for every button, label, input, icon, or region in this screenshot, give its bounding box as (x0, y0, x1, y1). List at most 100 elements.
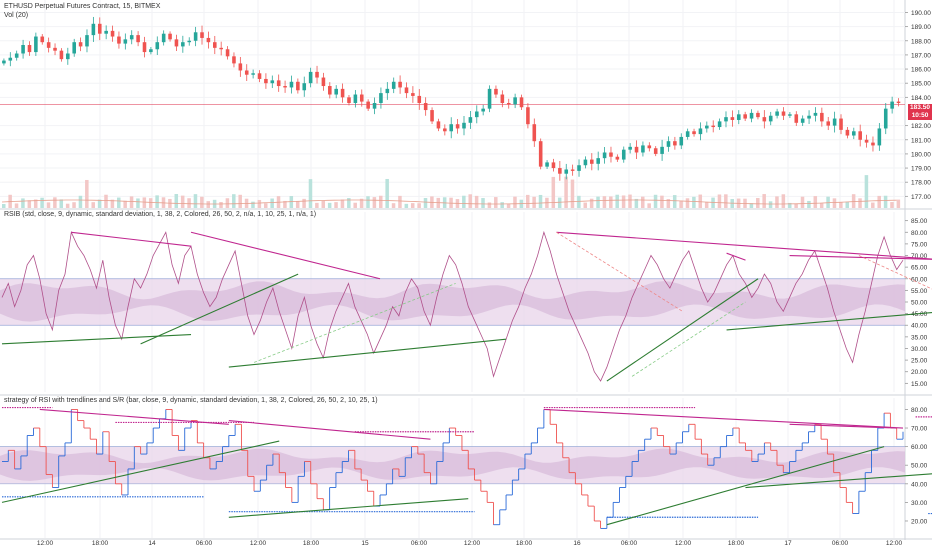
candle-body (883, 108, 888, 129)
candle-body (858, 131, 862, 140)
price-axis-label: 182.00 (911, 123, 931, 130)
rsi-axis-label: 85.00 (911, 218, 928, 225)
rsi-projection-line (631, 301, 746, 377)
candle-body (213, 42, 217, 48)
volume-bar (692, 196, 696, 208)
volume-bar (660, 195, 664, 208)
candle-body (423, 103, 428, 111)
candle-body (264, 78, 268, 84)
candle-body (193, 32, 198, 41)
rsi-resistance-trendline (789, 254, 932, 260)
volume-bar (609, 196, 613, 208)
volume-bar (890, 202, 894, 208)
volume-bar (711, 197, 715, 208)
volume-bar (864, 175, 869, 208)
volume-bar (724, 194, 728, 208)
volume-bar (551, 176, 556, 208)
candle-body (436, 121, 441, 129)
strategy-support-trendline (1, 440, 280, 503)
candle-body (877, 128, 882, 146)
candle-body (66, 53, 70, 60)
candle-body (270, 80, 275, 84)
candle-body (800, 118, 805, 123)
candle-body (59, 50, 64, 60)
candle-body (46, 42, 51, 48)
candle-body (34, 36, 38, 53)
candle-body (583, 159, 588, 166)
volume-bar (366, 196, 370, 208)
candle-body (14, 53, 19, 58)
candle-body (628, 146, 632, 150)
candle-body (736, 114, 741, 120)
candle-body (730, 117, 735, 120)
price-axis-label: 186.00 (911, 67, 931, 74)
candle-body (155, 42, 160, 50)
candle-body (724, 117, 728, 122)
volume-bar (666, 199, 671, 208)
volume-bar (123, 200, 127, 208)
volume-bar (187, 198, 191, 208)
candle-body (864, 139, 869, 143)
volume-bar (647, 203, 651, 208)
candle-body (896, 101, 901, 103)
candle-body (161, 33, 166, 43)
volume-bar (487, 202, 492, 208)
candle-body (251, 73, 255, 75)
candle-body (334, 88, 338, 95)
rsi-axis-label: 65.00 (911, 265, 928, 272)
volume-bar (270, 198, 274, 208)
candle-body (653, 148, 658, 154)
volume-bar (104, 194, 108, 208)
time-axis-label: 15 (361, 540, 369, 547)
volume-bar (129, 196, 134, 208)
time-axis-label: 12:00 (886, 540, 903, 547)
candle-body (641, 145, 645, 153)
volume-bar (232, 194, 236, 208)
volume-bar (155, 195, 159, 208)
candle-body (398, 81, 402, 88)
volume-bar (845, 201, 850, 208)
volume-bar (97, 199, 102, 208)
volume-bar (768, 201, 773, 208)
volume-bar (871, 202, 875, 208)
candle-body (474, 111, 479, 118)
time-axis-label: 17 (784, 540, 792, 547)
volume-bar (142, 197, 147, 208)
volume-bar (148, 198, 153, 208)
candle-body (538, 141, 543, 167)
candle-body (705, 125, 709, 129)
candle-body (788, 114, 792, 116)
candle-body (168, 33, 172, 40)
volume-bar (839, 202, 843, 208)
candle-body (513, 97, 517, 105)
volume-bar (685, 198, 690, 208)
volume-bar (494, 197, 498, 208)
candle-body (181, 42, 185, 47)
volume-bar (423, 198, 428, 208)
volume-bar (596, 196, 600, 208)
volume-bar (698, 194, 703, 208)
volume-bar (72, 202, 76, 208)
candle-body (366, 101, 370, 109)
candle-body (845, 129, 850, 136)
candle-body (852, 131, 856, 136)
candle-body (762, 117, 767, 122)
candle-body (526, 107, 530, 125)
candle-body (487, 88, 492, 109)
volume-bar (391, 203, 396, 208)
candle-body (391, 81, 396, 89)
volume-bar (283, 200, 287, 208)
volume-bar (896, 199, 901, 208)
price-axis-label: 190.00 (911, 10, 931, 17)
volume-bar (781, 194, 786, 208)
strategy-axis-label: 80.00 (911, 407, 928, 414)
time-axis-label: 06:00 (832, 540, 849, 547)
candle-body (117, 36, 121, 44)
candle-body (353, 94, 358, 103)
volume-bar (679, 200, 683, 208)
volume-bar (762, 194, 766, 208)
candle-body (340, 88, 345, 98)
time-axis-label: 18:00 (728, 540, 745, 547)
rsi-axis-label: 60.00 (911, 276, 928, 283)
